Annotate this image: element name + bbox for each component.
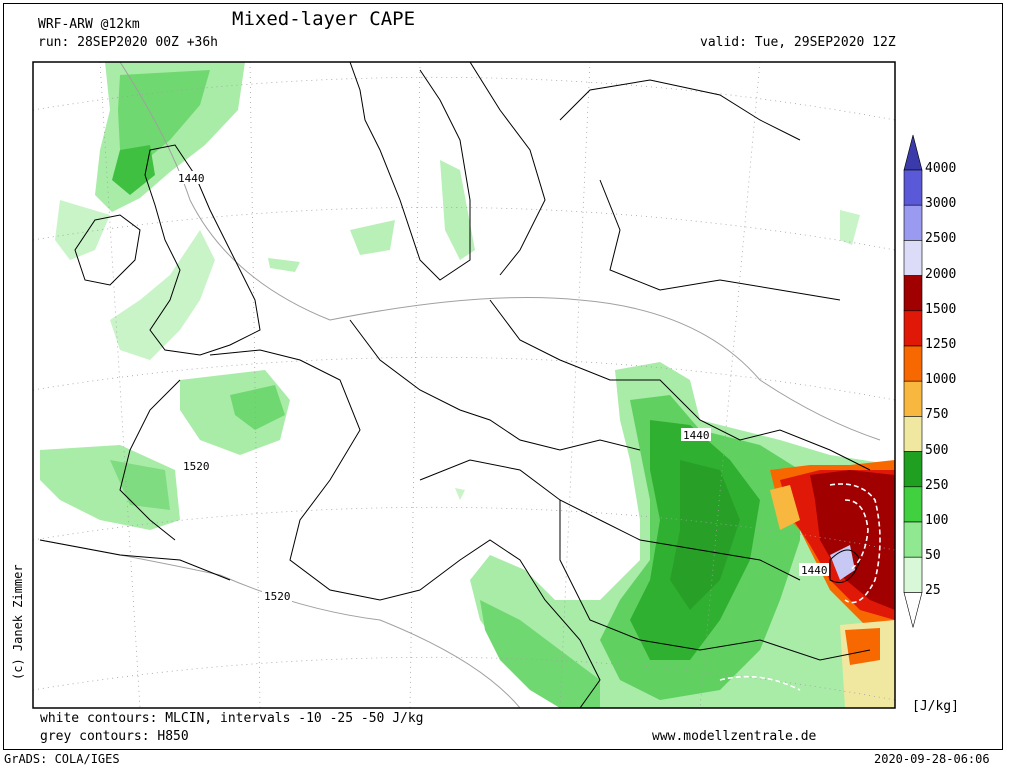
contour-label: 1520 (264, 590, 291, 603)
grey-contours-note: grey contours: H850 (40, 729, 189, 744)
legend-unit: [J/kg] (912, 699, 959, 714)
legend-level-label: 25 (925, 583, 941, 599)
legend-level-label: 750 (925, 407, 949, 423)
colorbar-swatch (903, 556, 923, 593)
legend-level-label: 250 (925, 477, 949, 493)
colorbar-bottom-arrow (903, 592, 923, 628)
legend-level-label: 50 (925, 548, 941, 564)
contour-label: 1440 (683, 429, 710, 442)
legend-level-label: 3000 (925, 196, 957, 212)
white-contours-note: white contours: MLCIN, intervals -10 -25… (40, 711, 424, 726)
cape-shading (40, 62, 895, 708)
graticule (33, 62, 895, 708)
model-label: WRF-ARW @12km (38, 17, 140, 32)
colorbar-swatch (903, 204, 923, 241)
legend-level-label: 1000 (925, 372, 957, 388)
valid-label: valid: Tue, 29SEP2020 12Z (700, 35, 896, 50)
contour-label: 1440 (178, 172, 205, 185)
colorbar-swatch (903, 310, 923, 347)
contour-label: 1440 (801, 564, 828, 577)
colorbar-swatch (903, 380, 923, 417)
mlcin-contours (719, 483, 881, 691)
contour-labels: 1440 1440 1440 1520 1520 (176, 171, 829, 603)
credit-label: (c) Janek Zimmer (11, 564, 25, 680)
map-border (32, 61, 896, 709)
colorbar-swatch (903, 169, 923, 206)
colorbar-swatch (903, 486, 923, 523)
run-label: run: 28SEP2020 00Z +36h (38, 35, 219, 50)
colorbar-swatch (903, 521, 923, 558)
legend-colorbar (903, 134, 923, 628)
legend-level-label: 100 (925, 513, 949, 528)
legend-level-label: 500 (925, 442, 949, 458)
colorbar-swatch (903, 416, 923, 452)
legend-level-label: 4000 (925, 161, 957, 176)
legend-level-label: 2500 (925, 231, 957, 247)
legend-level-label: 1500 (925, 301, 957, 317)
h850-contours (39, 62, 881, 708)
colorbar-swatch (903, 345, 923, 382)
contour-label: 1520 (183, 460, 210, 473)
colorbar-swatch (903, 240, 923, 276)
website-label: www.modellzentrale.de (652, 729, 817, 744)
grads-label: GrADS: COLA/IGES (4, 752, 120, 766)
timestamp-label: 2020-09-28-06:06 (874, 752, 990, 766)
legend-level-label: 2000 (925, 266, 957, 282)
colorbar-top-arrow (903, 134, 923, 171)
map-title: Mixed-layer CAPE (232, 8, 416, 30)
colorbar-swatch (903, 275, 923, 312)
colorbar-swatch (903, 451, 923, 488)
legend-level-label: 1250 (925, 337, 957, 352)
